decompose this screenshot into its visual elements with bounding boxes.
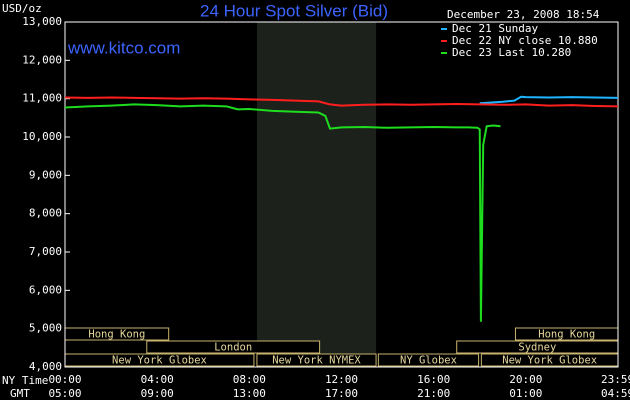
x-tick-label: 00:00 (48, 373, 81, 386)
y-tick-label: 13,000 (22, 15, 62, 28)
x2-tick-label: 17:00 (325, 387, 358, 400)
y-tick-label: 6,000 (29, 283, 62, 296)
session-label: New York Globex (502, 355, 597, 367)
series-line (64, 103, 501, 322)
session-box (256, 353, 377, 367)
session-box (377, 353, 480, 367)
x2-tick-label: 01:00 (509, 387, 542, 400)
x2-tick-label: 04:59 (601, 387, 630, 400)
session-label: Sydney (518, 342, 556, 354)
timestamp: December 23, 2008 18:54 (447, 8, 600, 21)
y-tick-label: 11,000 (22, 92, 62, 105)
y-tick-label: 7,000 (29, 245, 62, 258)
session-box (146, 340, 321, 354)
plot-frame (64, 21, 619, 368)
watermark: www.kitco.com (67, 38, 180, 57)
x-axis-label: NY Time (2, 374, 48, 387)
x2-tick-label: 21:00 (417, 387, 450, 400)
session-label: New York Globex (112, 355, 207, 367)
x2-tick-label: 13:00 (233, 387, 266, 400)
session-label: London (214, 342, 252, 354)
x-tick-label: 04:00 (141, 373, 174, 386)
x2-axis-label: GMT (10, 387, 30, 400)
y-axis-label: USD/oz (2, 2, 42, 15)
legend-label: Dec 21 Sunday (452, 22, 538, 35)
series-line (479, 95, 619, 105)
y-tick-label: 12,000 (22, 53, 62, 66)
session-label: Hong Kong (538, 329, 595, 341)
session-label: Hong Kong (88, 329, 145, 341)
shaded-range (256, 22, 377, 367)
session-label: New York NYMEX (272, 355, 361, 367)
y-tick-label: 5,000 (29, 322, 62, 335)
legend-label: Dec 23 Last 10.280 (452, 46, 571, 59)
x-tick-label: 20:00 (509, 373, 542, 386)
x2-tick-label: 09:00 (141, 387, 174, 400)
plot-underlay (256, 22, 377, 367)
y-tick-label: 8,000 (29, 207, 62, 220)
legend-label: Dec 22 NY close 10.880 (452, 34, 598, 47)
x-tick-label: 16:00 (417, 373, 450, 386)
y-tick-label: 9,000 (29, 168, 62, 181)
x-tick-label: 08:00 (233, 373, 266, 386)
x-tick-label: 23:59 (601, 373, 630, 386)
x2-tick-label: 05:00 (48, 387, 81, 400)
chart-title: 24 Hour Spot Silver (Bid) (200, 1, 388, 20)
y-tick-label: 10,000 (22, 130, 62, 143)
x-tick-label: 12:00 (325, 373, 358, 386)
session-label: NY Globex (400, 355, 457, 367)
series-line (64, 96, 619, 108)
y-tick-label: 4,000 (29, 360, 62, 373)
